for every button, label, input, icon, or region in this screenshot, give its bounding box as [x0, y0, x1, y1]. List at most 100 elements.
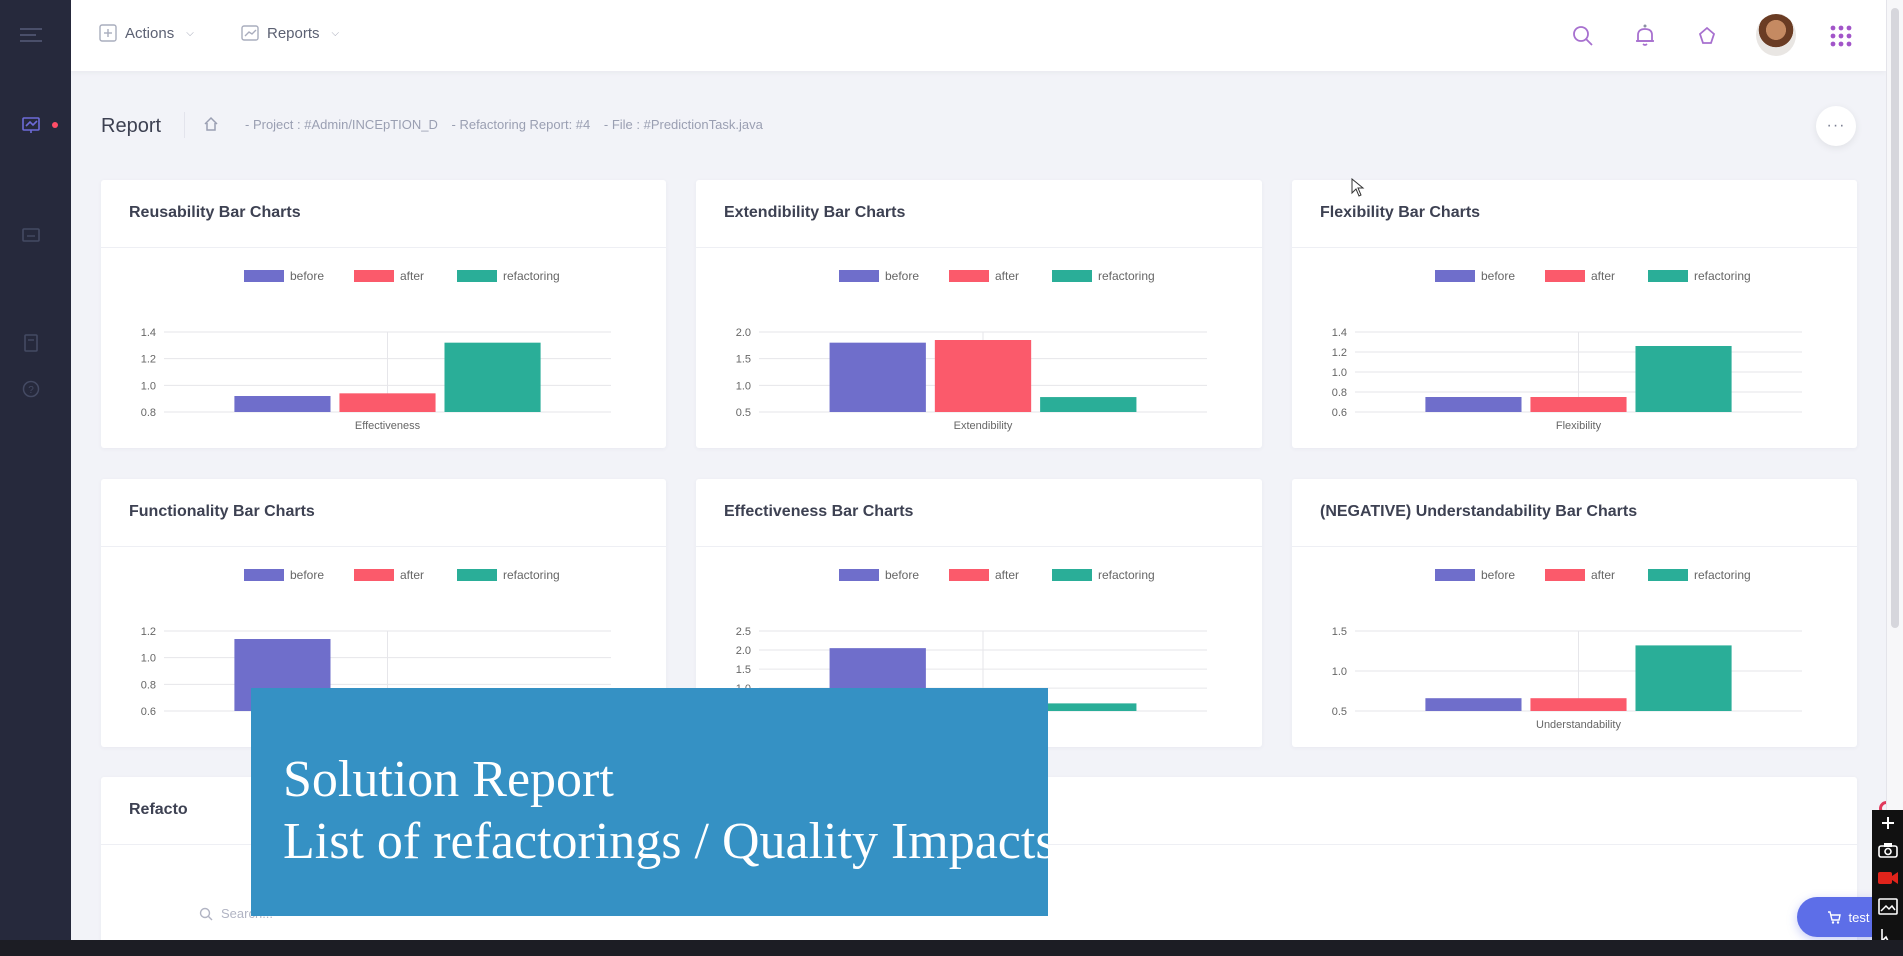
legend-label-after: after	[1591, 569, 1615, 582]
active-indicator-dot	[52, 122, 58, 128]
y-tick-label: 0.8	[141, 679, 156, 691]
subheader: Report - Project : #Admin/INCEpTION_D - …	[71, 100, 1886, 150]
y-tick-label: 1.4	[141, 327, 156, 339]
camera-icon[interactable]	[1877, 842, 1898, 858]
y-tick-label: 2.0	[736, 327, 751, 339]
apps-grid-icon[interactable]	[1827, 22, 1855, 50]
extendibility-bar-chart: before after refactoring 0.5 1.0 1.5 2.0 Extend…	[736, 270, 1207, 432]
legend-label-before: before	[290, 270, 324, 283]
reports-menu[interactable]: Reports ⌵	[241, 24, 339, 42]
plus-square-icon	[99, 24, 117, 42]
image-icon[interactable]	[1877, 898, 1898, 916]
flexibility-bar-chart: before after refactoring 0.6 0.8 1.0 1.2 1.4 Fle…	[1332, 270, 1802, 432]
legend-label-refactoring: refactoring	[503, 270, 560, 283]
bar-refactoring	[1040, 703, 1137, 711]
card-title: Extendibility Bar Charts	[696, 180, 1262, 248]
bar-refactoring	[444, 342, 541, 412]
bar-after	[1530, 397, 1627, 412]
y-tick-label: 1.0	[736, 380, 751, 392]
chevron-down-icon: ⌵	[186, 27, 194, 39]
search-icon	[199, 907, 213, 920]
bar-before	[829, 342, 926, 412]
chat-icon[interactable]	[1693, 22, 1721, 50]
breadcrumb-report[interactable]: - Refactoring Report: #4	[451, 117, 591, 132]
y-tick-label: 2.5	[736, 626, 751, 638]
y-tick-label: 0.6	[1332, 407, 1347, 419]
y-tick-label: 1.4	[1332, 327, 1347, 339]
legend-label-after: after	[1591, 270, 1615, 283]
chevron-down-icon: ⌵	[331, 27, 340, 39]
actions-menu-label: Actions	[125, 24, 175, 42]
bar-before	[1425, 698, 1522, 711]
cart-icon	[1827, 911, 1841, 924]
legend-swatch-refactoring	[1648, 569, 1688, 581]
more-options-button[interactable]: ···	[1816, 106, 1856, 146]
caption-overlay: Solution Report List of refactorings / Q…	[251, 688, 1048, 916]
document-icon[interactable]	[20, 332, 42, 354]
avatar[interactable]	[1756, 14, 1796, 56]
card-title: (NEGATIVE) Understandability Bar Charts	[1292, 479, 1857, 547]
chart-card-extendibility: Extendibility Bar Charts before after refa…	[696, 180, 1262, 448]
search-icon[interactable]	[1569, 22, 1597, 50]
legend-label-after: after	[995, 270, 1019, 283]
bar-after	[934, 340, 1032, 412]
y-tick-label: 1.0	[141, 653, 156, 665]
folder-icon[interactable]	[20, 224, 42, 246]
legend-swatch-before	[244, 569, 284, 581]
card-title: Effectiveness Bar Charts	[696, 479, 1262, 547]
y-tick-label: 1.5	[1332, 626, 1347, 638]
svg-text:?: ?	[28, 385, 34, 396]
y-tick-label: 1.2	[1332, 347, 1347, 359]
home-icon[interactable]	[203, 116, 219, 137]
vertical-scrollbar[interactable]	[1886, 0, 1903, 940]
card-title: Reusability Bar Charts	[101, 180, 666, 248]
plus-icon[interactable]	[1881, 816, 1895, 830]
legend-swatch-refactoring	[1052, 569, 1092, 581]
legend-swatch-after	[949, 569, 989, 581]
cart-button-label: test	[1848, 909, 1870, 925]
line-chart-icon	[241, 25, 259, 41]
bar-before	[234, 396, 331, 412]
legend-swatch-after	[1545, 270, 1585, 282]
y-tick-label: 1.0	[1332, 666, 1347, 678]
reports-menu-label: Reports	[267, 24, 320, 42]
legend-swatch-after	[949, 270, 989, 282]
breadcrumb-project[interactable]: - Project : #Admin/INCEpTION_D	[245, 117, 438, 132]
y-tick-label: 1.2	[141, 354, 156, 366]
left-sidebar: ?	[0, 0, 71, 940]
legend-label-before: before	[885, 270, 919, 283]
y-tick-label: 0.8	[141, 407, 156, 419]
legend-swatch-refactoring	[1052, 270, 1092, 282]
hamburger-menu-icon[interactable]	[20, 24, 42, 46]
chart-card-flexibility: Flexibility Bar Charts before after refact…	[1292, 180, 1857, 448]
legend-label-before: before	[1481, 270, 1515, 283]
legend-swatch-before	[1435, 270, 1475, 282]
help-icon[interactable]: ?	[20, 378, 42, 400]
bar-after	[339, 393, 436, 412]
legend-swatch-refactoring	[457, 270, 497, 282]
bell-icon[interactable]	[1631, 22, 1659, 50]
reusability-bar-chart: before after refactoring 0.8 1.0 1.2 1.4 Effect…	[141, 270, 611, 432]
bar-refactoring	[1635, 346, 1732, 412]
mouse-cursor-icon	[1351, 178, 1365, 197]
legend-swatch-before	[839, 569, 879, 581]
card-title: Functionality Bar Charts	[101, 479, 666, 547]
scrollbar-thumb[interactable]	[1891, 8, 1899, 628]
breadcrumb-file[interactable]: - File : #PredictionTask.java	[603, 117, 763, 132]
legend-swatch-before	[1435, 569, 1475, 581]
report-chart-icon[interactable]	[20, 114, 42, 136]
x-category-label: Flexibility	[1556, 420, 1602, 432]
top-navbar: Actions ⌵ Reports ⌵	[71, 0, 1886, 71]
legend-swatch-refactoring	[457, 569, 497, 581]
y-tick-label: 1.5	[736, 354, 751, 366]
legend-label-refactoring: refactoring	[1694, 569, 1751, 582]
actions-menu[interactable]: Actions ⌵	[99, 24, 194, 42]
legend-label-refactoring: refactoring	[1098, 270, 1155, 283]
legend-label-after: after	[995, 569, 1019, 582]
cart-button[interactable]: test	[1797, 897, 1886, 937]
card-title: Flexibility Bar Charts	[1292, 180, 1857, 248]
y-tick-label: 1.5	[736, 664, 751, 676]
video-camera-icon[interactable]	[1877, 870, 1899, 886]
legend-swatch-after	[1545, 569, 1585, 581]
divider	[184, 112, 185, 138]
